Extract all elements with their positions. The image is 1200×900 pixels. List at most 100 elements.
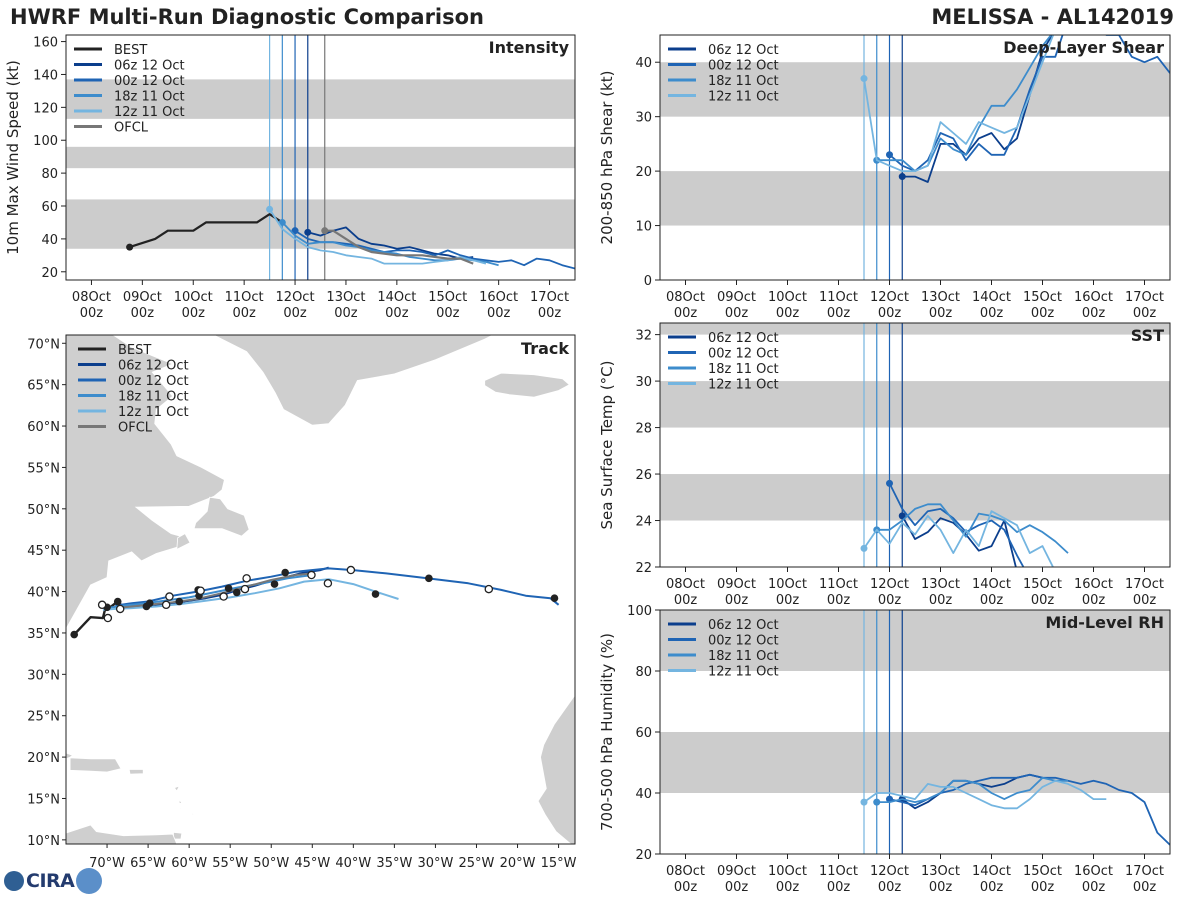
intensity-xtick-label: 00z [182,306,206,321]
intensity-ytick-label: 80 [41,167,58,182]
shear-ytick-label: 0 [644,274,652,289]
intensity-ytick-label: 40 [41,233,58,248]
track-ytick-label: 10°N [27,834,60,849]
track-marker-filled [142,602,151,611]
intensity-xtick-label: 08Oct [72,290,111,305]
sst-legend-label: 18z 11 Oct [708,362,779,377]
africa [537,694,575,844]
sst-series-line [863,510,1054,567]
shear-series-line [863,35,1055,173]
track-legend-label: 18z 11 Oct [118,390,189,405]
rh-ytick-label: 60 [635,726,652,741]
jamaica [56,770,61,775]
shear-series-line [876,35,1053,173]
rh-legend-label: 06z 12 Oct [708,618,779,633]
shear-legend-label: 18z 11 Oct [708,74,779,89]
intensity-init-point [266,205,274,213]
track-ytick-label: 65°N [27,379,60,394]
sst-xtick-label: 00z [1031,593,1055,608]
intensity-xtick-label: 12Oct [276,290,315,305]
intensity-series-line [307,226,474,260]
intensity-xtick-label: 09Oct [123,290,162,305]
intensity-xtick-label: 00z [80,306,104,321]
sst-band-0 [660,474,1170,521]
intensity-xtick-label: 00z [334,306,358,321]
track-marker-open [242,574,251,583]
track-xtick-label: 20°W [500,856,536,871]
shear-xtick-label: 10Oct [768,290,807,305]
intensity-xtick-label: 10Oct [174,290,213,305]
rh-xtick-label: 12Oct [870,864,909,879]
track-marker-filled [550,594,559,602]
rh-init-point [873,798,881,806]
rh-title: Mid-Level RH [1045,613,1164,632]
storm-title: MELISSA - AL142019 [931,5,1174,29]
rh-ylabel: 700-500 hPa Humidity (%) [598,633,616,831]
intensity-series-line [324,229,474,265]
shear-xtick-label: 13Oct [921,290,960,305]
track-xtick-label: 70°W [89,856,125,871]
intensity-xtick-label: 17Oct [530,290,569,305]
intensity-xtick-label: 00z [283,306,307,321]
rh-xtick-label: 15Oct [1023,864,1062,879]
sst-xtick-label: 15Oct [1023,577,1062,592]
sst-ytick-label: 30 [635,375,652,390]
shear-band-0 [660,171,1170,226]
track-ytick-label: 55°N [27,461,60,476]
shear-xtick-label: 00z [1133,306,1157,321]
sst-xtick-label: 00z [980,593,1004,608]
track-ytick-label: 35°N [27,627,60,642]
sst-xtick-label: 00z [1133,593,1157,608]
shear-band-1 [660,62,1170,117]
rh-legend-label: 12z 11 Oct [708,665,779,680]
track-xtick-label: 15°W [541,856,577,871]
shear-xtick-label: 00z [878,306,902,321]
intensity-ytick-label: 20 [41,266,58,281]
rh-band-0 [660,732,1170,793]
shear-ytick-label: 10 [635,220,652,235]
shear-xtick-label: 00z [776,306,800,321]
intensity-xtick-label: 00z [487,306,511,321]
shear-ytick-label: 20 [635,165,652,180]
hispaniola [69,757,122,773]
intensity-xtick-label: 00z [232,306,256,321]
antigua [173,779,177,784]
shear-xtick-label: 00z [827,306,851,321]
track-marker-filled [425,574,433,583]
track-marker-open [240,584,250,594]
intensity-series-line [268,208,487,265]
sst-init-point [898,512,906,520]
shear-xtick-label: 14Oct [972,290,1011,305]
rh-xtick-label: 00z [1031,880,1055,895]
sst-xtick-label: 14Oct [972,577,1011,592]
logo-text: CIRA [26,870,75,892]
intensity-init-point [291,227,299,235]
rh-panel: 2040608010008Oct00z09Oct00z10Oct00z11Oct… [598,604,1171,895]
intensity-legend-label: 00z 12 Oct [114,74,185,89]
sst-ytick-label: 24 [635,515,652,530]
rh-xtick-label: 00z [674,880,698,895]
rh-legend-label: 00z 12 Oct [708,634,779,649]
track-legend-label: BEST [118,343,151,358]
sst-xtick-label: 13Oct [921,577,960,592]
intensity-xtick-label: 00z [436,306,460,321]
track-line [123,566,329,609]
track-marker-filled [70,630,79,639]
track-marker-filled [232,588,241,597]
south-america [66,824,178,844]
shear-xtick-label: 00z [929,306,953,321]
track-xtick-label: 25°W [459,856,495,871]
rh-xtick-label: 00z [980,880,1004,895]
shear-legend-label: 00z 12 Oct [708,59,779,74]
shear-xtick-label: 00z [1031,306,1055,321]
track-marker-open [103,613,113,623]
track-marker-open [115,604,125,614]
sst-xtick-label: 00z [878,593,902,608]
intensity-xtick-label: 16Oct [479,290,518,305]
track-xtick-label: 55°W [212,856,248,871]
sst-xtick-label: 11Oct [819,577,858,592]
sst-xtick-label: 00z [725,593,749,608]
sst-init-point [860,544,868,552]
rh-xtick-label: 10Oct [768,864,807,879]
intensity-band-1 [66,146,575,169]
